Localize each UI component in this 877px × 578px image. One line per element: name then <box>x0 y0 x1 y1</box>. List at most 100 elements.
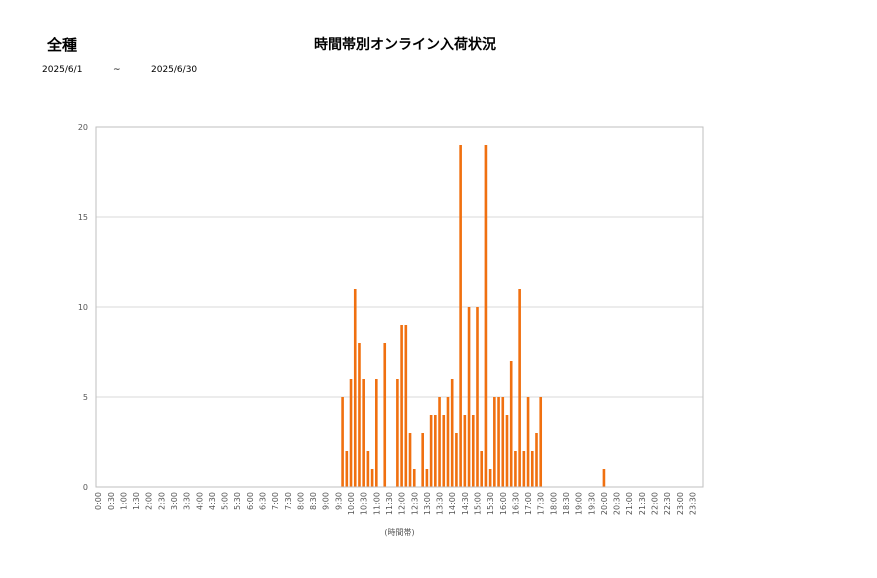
bar <box>602 469 606 487</box>
x-tick-label: 5:30 <box>233 492 242 510</box>
x-tick-label: 6:30 <box>259 492 268 510</box>
x-tick-label: 9:30 <box>334 492 343 510</box>
x-tick-label: 19:30 <box>587 492 596 515</box>
page-title: 時間帯別オンライン入荷状況 <box>314 37 496 53</box>
x-tick-label: 0:30 <box>107 492 116 510</box>
bar <box>501 397 505 487</box>
x-tick-label: 20:30 <box>613 492 622 515</box>
x-tick-label: 15:30 <box>486 492 495 515</box>
bar <box>404 325 408 487</box>
bar <box>535 433 538 487</box>
x-tick-label: 5:00 <box>221 492 230 510</box>
x-tick-label: 11:00 <box>372 492 381 515</box>
bar <box>480 451 484 487</box>
bar <box>400 325 403 487</box>
x-tick-label: 21:30 <box>638 492 647 515</box>
x-tick-label: 21:00 <box>625 492 634 515</box>
bar <box>522 451 526 487</box>
bar <box>396 379 399 487</box>
x-tick-label: 23:00 <box>676 492 685 515</box>
x-axis-ticks: 0:00 0:30 1:00 1:30 2:00 2:30 3:00 3:30 4:00 4:30… <box>94 492 697 515</box>
date-from: 2025/6/1 <box>42 65 83 75</box>
bar <box>375 379 378 487</box>
date-to: 2025/6/30 <box>151 65 198 75</box>
x-tick-label: 2:30 <box>157 492 166 510</box>
bar <box>505 415 509 487</box>
x-tick-label: 6:00 <box>246 492 255 510</box>
x-tick-label: 17:30 <box>537 492 546 515</box>
x-tick-label: 18:00 <box>549 492 558 515</box>
bar <box>421 433 424 487</box>
bar <box>455 433 458 487</box>
bar <box>349 379 353 487</box>
bar <box>493 397 496 487</box>
x-tick-label: 22:30 <box>663 492 672 515</box>
x-tick-label: 15:00 <box>473 492 482 515</box>
bar <box>358 343 361 487</box>
bar <box>488 469 492 487</box>
x-axis-label: (時間帯) <box>384 527 414 537</box>
bar <box>484 145 488 487</box>
y-tick-label: 15 <box>78 213 88 222</box>
bar <box>434 415 437 487</box>
y-axis-ticks: 0 5 10 15 20 <box>78 123 88 492</box>
x-tick-label: 3:30 <box>183 492 192 510</box>
x-tick-label: 13:00 <box>423 492 432 515</box>
bar <box>467 307 471 487</box>
x-tick-label: 10:00 <box>347 492 356 515</box>
bar <box>539 397 543 487</box>
x-tick-label: 17:00 <box>524 492 533 515</box>
bar <box>509 361 513 487</box>
bar <box>463 415 467 487</box>
x-tick-label: 7:30 <box>284 492 293 510</box>
bar <box>353 289 357 487</box>
x-tick-label: 9:00 <box>322 492 331 510</box>
x-tick-label: 13:30 <box>436 492 445 515</box>
x-tick-label: 7:00 <box>271 492 280 510</box>
bar <box>526 397 530 487</box>
bar <box>530 451 534 487</box>
x-tick-label: 8:00 <box>296 492 305 510</box>
x-tick-label: 18:30 <box>562 492 571 515</box>
plot-frame <box>95 126 704 488</box>
bar <box>450 379 454 487</box>
x-tick-label: 23:30 <box>688 492 697 515</box>
y-tick-label: 0 <box>83 483 88 492</box>
x-tick-label: 8:30 <box>309 492 318 510</box>
bar <box>438 397 441 487</box>
bar <box>442 415 446 487</box>
bar <box>366 451 370 487</box>
y-tick-label: 20 <box>78 123 88 132</box>
x-tick-label: 14:00 <box>448 492 457 515</box>
bar <box>370 469 374 487</box>
bar <box>459 145 462 487</box>
bar <box>514 451 517 487</box>
x-tick-label: 1:00 <box>119 492 128 510</box>
bar <box>497 397 500 487</box>
bar <box>345 451 349 487</box>
x-tick-label: 1:30 <box>132 492 141 510</box>
bar <box>476 307 479 487</box>
y-tick-label: 5 <box>83 393 88 402</box>
x-tick-label: 22:00 <box>651 492 660 515</box>
x-tick-label: 11:30 <box>385 492 394 515</box>
x-tick-label: 19:00 <box>575 492 584 515</box>
x-tick-label: 2:00 <box>145 492 154 510</box>
category-label: 全種 <box>47 36 78 54</box>
x-tick-label: 16:30 <box>511 492 520 515</box>
date-separator: ~ <box>113 65 121 75</box>
bar <box>383 343 387 487</box>
x-tick-label: 14:30 <box>461 492 470 515</box>
x-tick-label: 20:00 <box>600 492 609 515</box>
bar <box>412 469 416 487</box>
x-tick-label: 3:00 <box>170 492 179 510</box>
bar <box>471 415 475 487</box>
y-tick-label: 10 <box>78 303 88 312</box>
x-tick-label: 0:00 <box>94 492 103 510</box>
x-tick-label: 16:00 <box>499 492 508 515</box>
x-tick-label: 4:00 <box>195 492 204 510</box>
x-tick-label: 10:30 <box>360 492 369 515</box>
bar <box>341 397 344 487</box>
bar <box>429 415 433 487</box>
bars <box>341 145 606 487</box>
